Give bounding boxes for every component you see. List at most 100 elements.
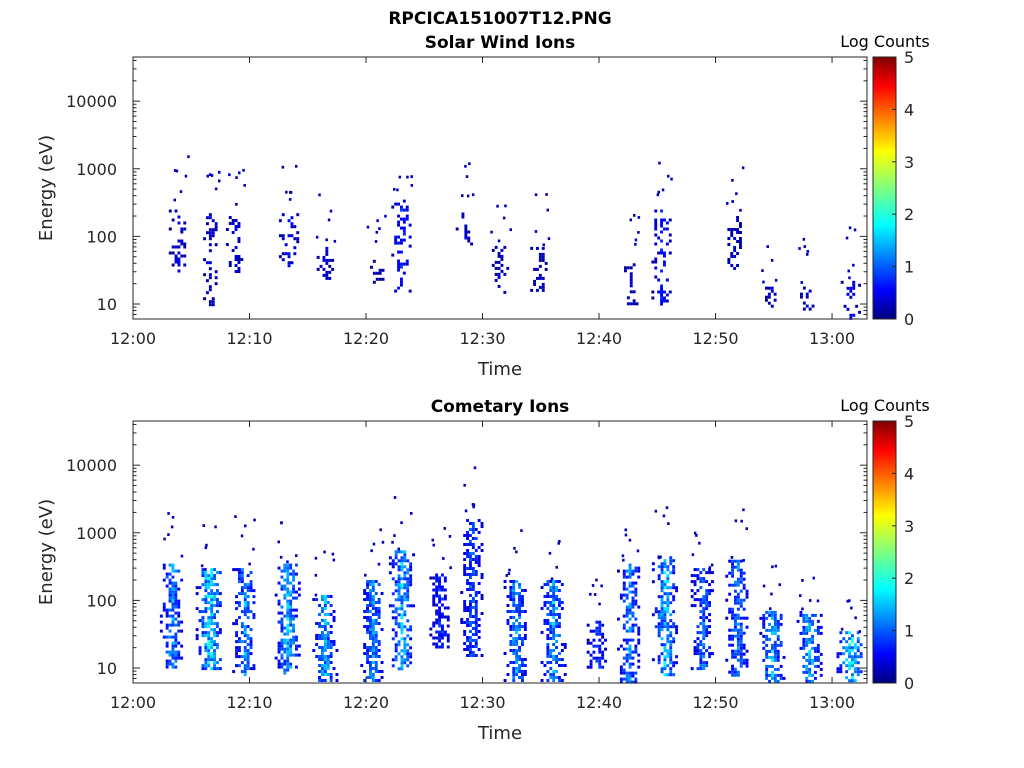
heatmap-cell xyxy=(397,565,401,569)
heatmap-cell xyxy=(214,525,217,529)
heatmap-cell xyxy=(808,670,812,674)
heatmap-cell xyxy=(237,222,241,225)
heatmap-cell xyxy=(776,634,780,638)
heatmap-cell xyxy=(739,240,742,243)
heatmap-cell xyxy=(617,569,620,573)
heatmap-cell xyxy=(856,670,860,674)
heatmap-cell xyxy=(512,652,516,655)
heatmap-cell xyxy=(293,237,297,241)
heatmap-cell xyxy=(240,571,244,575)
heatmap-cell xyxy=(406,652,410,656)
heatmap-cell xyxy=(734,595,737,599)
heatmap-cell xyxy=(474,537,478,540)
heatmap-cell xyxy=(318,658,321,661)
heatmap-cell xyxy=(246,604,250,608)
heatmap-cell xyxy=(536,267,539,271)
heatmap-cell xyxy=(206,261,209,265)
heatmap-cell xyxy=(518,655,521,658)
heatmap-cell xyxy=(171,599,175,603)
heatmap-cell xyxy=(400,598,404,602)
heatmap-cell xyxy=(836,667,840,671)
heatmap-cell xyxy=(469,558,472,561)
heatmap-cell xyxy=(586,638,590,642)
heatmap-cell xyxy=(773,667,777,671)
heatmap-cluster xyxy=(366,214,387,284)
heatmap-cell xyxy=(705,616,709,620)
heatmap-cell xyxy=(290,234,294,238)
heatmap-cell xyxy=(546,655,550,658)
heatmap-cell xyxy=(589,629,593,633)
heatmap-cell xyxy=(731,571,734,575)
heatmap-cell xyxy=(286,665,290,669)
heatmap-cell xyxy=(281,258,285,262)
heatmap-cell xyxy=(286,560,289,564)
heatmap-cell xyxy=(637,575,641,579)
heatmap-cell xyxy=(552,658,556,661)
heatmap-cell xyxy=(803,245,806,248)
heatmap-cell xyxy=(730,234,734,237)
heatmap-cell xyxy=(634,617,638,621)
heatmap-cell xyxy=(705,664,709,668)
heatmap-cell xyxy=(286,626,290,630)
heatmap-cell xyxy=(406,559,410,563)
heatmap-cell xyxy=(633,214,636,217)
heatmap-cell xyxy=(669,658,673,662)
heatmap-cell xyxy=(759,616,763,620)
heatmap-cell xyxy=(366,583,369,586)
heatmap-cell xyxy=(204,661,208,665)
heatmap-cell xyxy=(506,266,510,270)
heatmap-cell xyxy=(213,661,216,665)
heatmap-cell xyxy=(518,664,521,667)
heatmap-cell xyxy=(598,620,602,624)
heatmap-cell xyxy=(555,607,558,610)
heatmap-cell xyxy=(736,598,740,602)
heatmap-cell xyxy=(696,667,700,671)
heatmap-cell xyxy=(742,616,746,620)
heatmap-cell xyxy=(515,550,518,554)
heatmap-cell xyxy=(471,531,475,534)
heatmap-cell xyxy=(283,668,287,672)
heatmap-cell xyxy=(323,649,327,652)
heatmap-cell xyxy=(243,604,247,608)
heatmap-cell xyxy=(366,616,369,619)
heatmap-cell xyxy=(693,652,697,656)
heatmap-cell xyxy=(394,607,398,611)
heatmap-cell xyxy=(443,576,447,580)
heatmap-cell xyxy=(699,661,703,665)
heatmap-cell xyxy=(771,673,774,677)
heatmap-cell xyxy=(384,214,387,218)
heatmap-cell xyxy=(296,240,300,244)
heatmap-cell xyxy=(598,644,602,648)
heatmap-cell xyxy=(370,549,373,553)
heatmap-cell xyxy=(216,634,219,638)
heatmap-cell xyxy=(808,307,812,311)
heatmap-cell xyxy=(371,673,375,676)
heatmap-cell xyxy=(625,605,629,609)
heatmap-cell xyxy=(213,628,216,632)
colorbar-tick-label: 5 xyxy=(904,412,914,431)
heatmap-cell xyxy=(218,592,222,596)
heatmap-cell xyxy=(171,617,175,621)
heatmap-cell xyxy=(469,600,472,603)
heatmap-cell xyxy=(518,601,521,604)
heatmap-cell xyxy=(237,225,241,228)
heatmap-cell xyxy=(549,610,553,613)
heatmap-cell xyxy=(634,238,638,242)
heatmap-cell xyxy=(549,589,553,592)
heatmap-cell xyxy=(231,231,235,234)
heatmap-cell xyxy=(216,601,219,605)
heatmap-cell xyxy=(326,622,330,625)
heatmap-cell xyxy=(549,631,553,634)
heatmap-cell xyxy=(728,637,732,641)
heatmap-cell xyxy=(469,606,472,609)
heatmap-cell xyxy=(464,164,467,168)
heatmap-cell xyxy=(323,655,327,658)
heatmap-cell xyxy=(672,565,676,569)
heatmap-cell xyxy=(201,571,205,575)
heatmap-cell xyxy=(852,313,856,317)
heatmap-cell xyxy=(323,607,327,610)
heatmap-cell xyxy=(183,227,187,231)
heatmap-cell xyxy=(798,247,801,250)
heatmap-cell xyxy=(286,581,290,585)
heatmap-cell xyxy=(696,574,700,578)
